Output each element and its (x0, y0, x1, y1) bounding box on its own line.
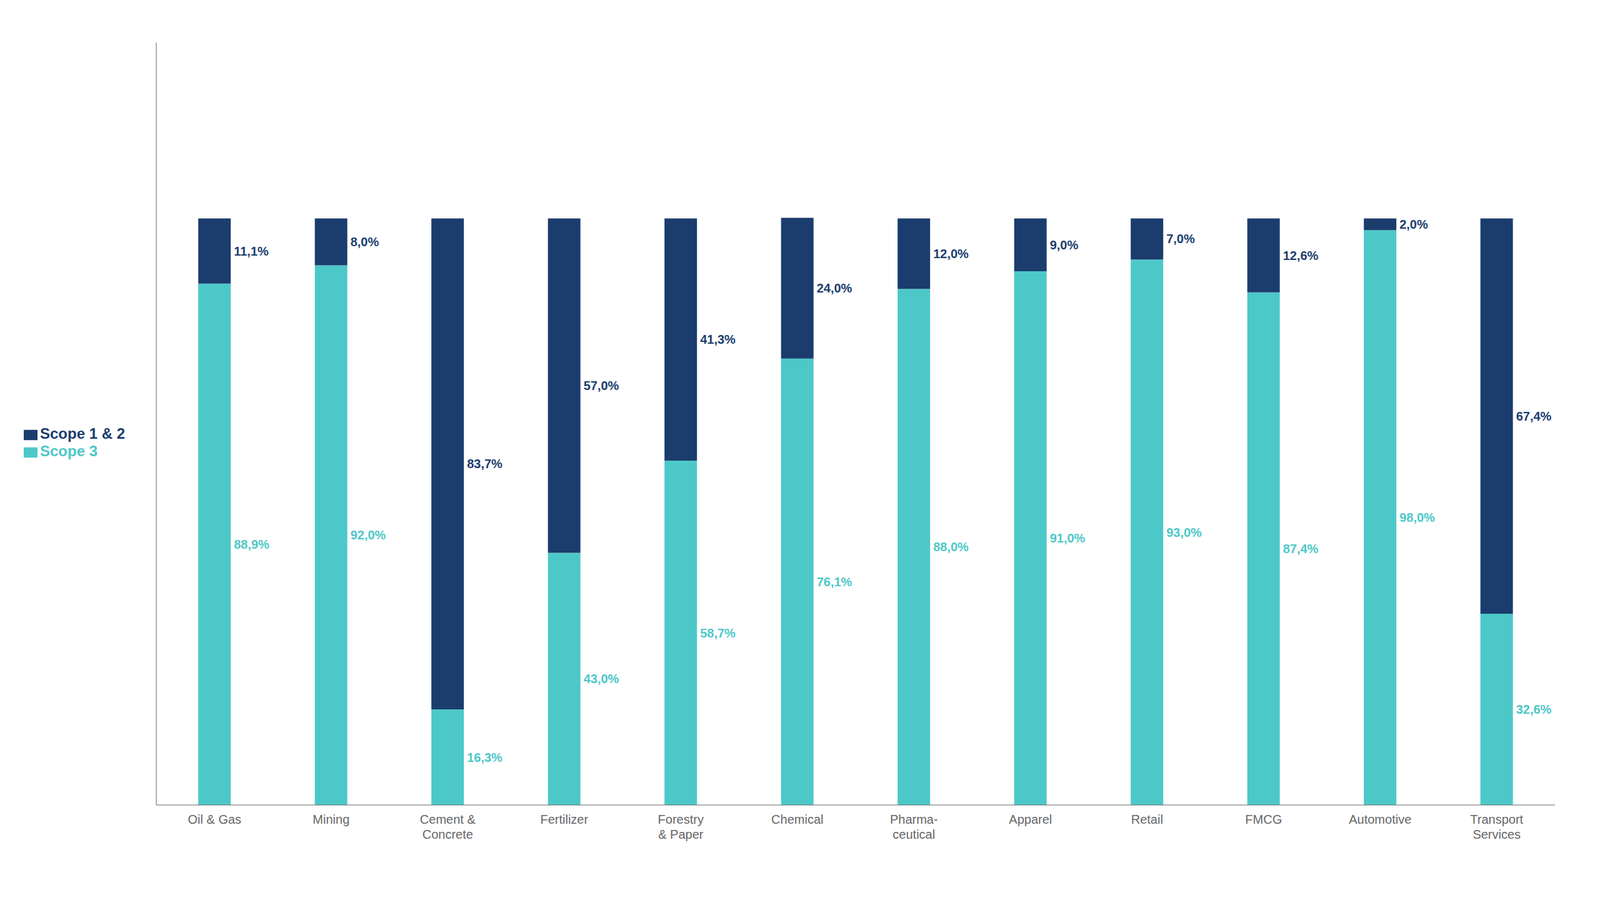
svg-text:98,0%: 98,0% (1399, 510, 1435, 525)
svg-text:FMCG: FMCG (1245, 812, 1282, 827)
html-text:Scope 3: Scope 3 (40, 442, 98, 460)
svg-text:41,3%: 41,3% (700, 332, 736, 347)
svg-text:88,0%: 88,0% (933, 540, 969, 554)
svg-text:Pharma-ceutical: Pharma-ceutical (890, 812, 939, 842)
svg-text:11,1%: 11,1% (233, 244, 269, 259)
svg-text:Cement &Concrete: Cement &Concrete (420, 812, 477, 842)
svg-text:12,6%: 12,6% (1283, 248, 1319, 263)
svg-text:TransportServices: TransportServices (1470, 812, 1524, 842)
svg-text:87,4%: 87,4% (1283, 541, 1319, 556)
svg-text:Oil & Gas: Oil & Gas (188, 812, 242, 827)
svg-text:12,0%: 12,0% (933, 246, 969, 261)
svg-text:57,0%: 57,0% (583, 378, 620, 393)
svg-text:91,0%: 91,0% (1050, 531, 1086, 545)
svg-text:Chemical: Chemical (771, 812, 824, 827)
svg-text:32,6%: 32,6% (1516, 702, 1552, 717)
svg-text:Automotive: Automotive (1348, 812, 1412, 827)
svg-text:24,0%: 24,0% (816, 281, 853, 295)
svg-text:16,3%: 16,3% (466, 750, 503, 765)
svg-text:2,0%: 2,0% (1399, 217, 1429, 232)
svg-text:Apparel: Apparel (1008, 812, 1052, 827)
svg-text:Mining: Mining (312, 812, 350, 827)
svg-text:43,0%: 43,0% (583, 671, 620, 686)
svg-text:76,1%: 76,1% (816, 575, 853, 589)
svg-text:Forestry& Paper: Forestry& Paper (658, 812, 704, 842)
svg-text:Retail: Retail (1131, 812, 1164, 827)
svg-text:67,4%: 67,4% (1516, 409, 1552, 424)
svg-text:Fertilizer: Fertilizer (540, 812, 589, 827)
svg-text:7,0%: 7,0% (1166, 231, 1195, 246)
html-text:Scope 1 & 2: Scope 1 & 2 (40, 425, 126, 442)
svg-text:93,0%: 93,0% (1166, 525, 1202, 540)
svg-text:92,0%: 92,0% (350, 528, 387, 542)
svg-text:8,0%: 8,0% (350, 235, 380, 249)
svg-text:58,7%: 58,7% (700, 626, 736, 640)
svg-text:88,9%: 88,9% (233, 537, 270, 552)
svg-text:83,7%: 83,7% (466, 456, 503, 471)
svg-text:9,0%: 9,0% (1050, 238, 1079, 252)
